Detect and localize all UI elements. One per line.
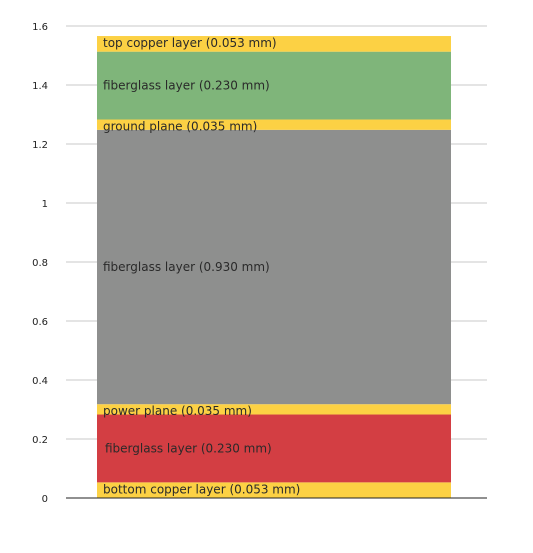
y-tick-label: 1.2 — [32, 140, 48, 151]
stack-layer-label: fiberglass layer (0.230 mm) — [105, 441, 272, 455]
stack-layer-label: top copper layer (0.053 mm) — [103, 36, 277, 50]
stack-layer-bar — [97, 129, 451, 405]
stack-layer-bar — [97, 51, 451, 120]
y-tick-label: 0.8 — [32, 258, 48, 269]
y-tick-label: 0.6 — [32, 317, 48, 328]
y-tick-label: 1.4 — [32, 81, 48, 92]
stack-layer-label: fiberglass layer (0.230 mm) — [103, 79, 270, 93]
y-axis-ticks: 0 0.2 0.4 0.6 0.8 1 1.2 1.4 1.6 — [32, 22, 48, 505]
y-tick-label: 0.4 — [32, 376, 48, 387]
stack-layer-bar — [97, 414, 451, 483]
y-tick-label: 1 — [42, 199, 48, 210]
stack-layer-label: bottom copper layer (0.053 mm) — [103, 482, 300, 496]
stack-layer-label: power plane (0.035 mm) — [103, 404, 252, 418]
stack-layers: bottom copper layer (0.053 mm) fiberglass… — [97, 36, 451, 498]
y-tick-label: 1.6 — [32, 22, 48, 33]
stack-layer-label: ground plane (0.035 mm) — [103, 120, 257, 134]
stack-layer-bar — [97, 482, 451, 498]
stack-layer-label: fiberglass layer (0.930 mm) — [103, 260, 270, 274]
y-tick-label: 0.2 — [32, 435, 48, 446]
stack-layer-bar — [97, 404, 451, 415]
stack-layer-bar — [97, 36, 451, 52]
y-tick-label: 0 — [42, 494, 48, 505]
stack-layer-bar — [97, 119, 451, 130]
